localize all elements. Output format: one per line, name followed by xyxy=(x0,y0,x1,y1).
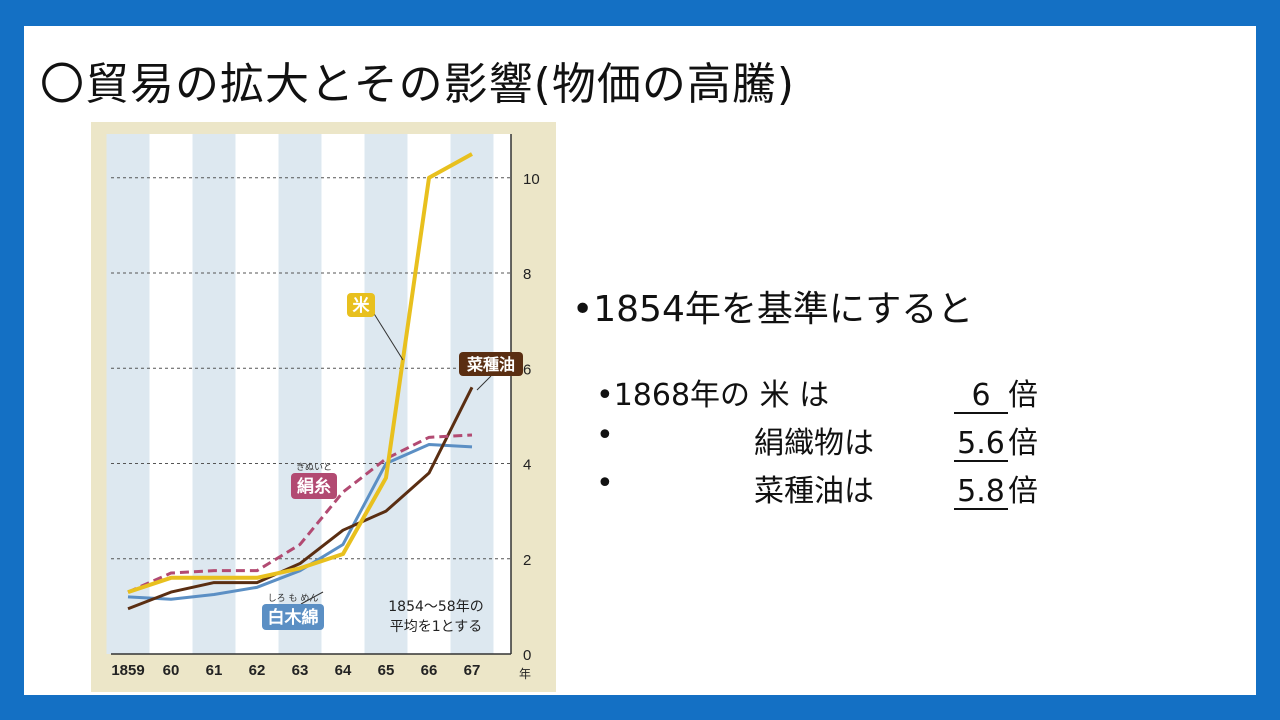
series-line-rice xyxy=(127,152,473,594)
series-label: 菜種油 xyxy=(466,355,515,374)
value-unit: 倍 xyxy=(1008,426,1038,461)
label-leader xyxy=(300,591,324,605)
plot-band xyxy=(364,134,408,654)
chart-note: 1854～58年の xyxy=(388,599,483,615)
series-line-oil xyxy=(127,386,474,611)
bullet-dot: • xyxy=(596,418,614,453)
plot-band xyxy=(450,134,494,654)
price-chart: 0 2 4 6 8 10 1859 60 61 62 63 64 65 66 67 年 米菜種油絹糸 きぬいと白木… xyxy=(91,122,556,692)
series-label-box xyxy=(262,604,324,630)
bullet-dot: • xyxy=(596,466,614,501)
row-value: 5.6 倍 xyxy=(954,418,1038,462)
slide-title: 〇貿易の拡大とその影響(物価の高騰) xyxy=(40,59,796,110)
series-ruby: きぬいと xyxy=(296,462,332,473)
x-tick-label: 63 xyxy=(292,662,309,679)
value-unit: 倍 xyxy=(1008,378,1038,413)
series-line-cotton xyxy=(127,442,473,601)
label-leader xyxy=(476,375,492,391)
series-line-silk xyxy=(127,433,473,594)
chart-note: 平均を1とする xyxy=(390,619,483,635)
series-label: 白木綿 xyxy=(268,607,319,628)
label-leader xyxy=(372,311,404,361)
x-tick-label: 61 xyxy=(206,662,223,679)
row-label: 菜種油は xyxy=(754,474,874,509)
list-item: • 絹織物は xyxy=(596,418,874,461)
y-tick-label: 4 xyxy=(523,457,531,474)
x-tick-label: 66 xyxy=(421,662,438,679)
x-tick-label: 67 xyxy=(464,662,481,679)
value-number: 5.8 xyxy=(954,476,1008,510)
y-tick-label: 0 xyxy=(523,647,531,664)
x-tick-label: 62 xyxy=(249,662,266,679)
y-tick-label: 10 xyxy=(523,171,540,188)
row-label: 絹織物は xyxy=(754,426,874,461)
series-label-box xyxy=(291,473,337,499)
y-tick-label: 8 xyxy=(523,266,531,283)
bullet-dot: • xyxy=(596,378,614,413)
y-tick-label: 6 xyxy=(523,361,531,378)
x-unit-label: 年 xyxy=(519,667,531,681)
x-tick-label: 60 xyxy=(163,662,180,679)
row-label: 1868年の 米 は xyxy=(613,378,830,413)
series-label-box xyxy=(347,293,375,317)
plot-band xyxy=(192,134,236,654)
x-tick-label: 65 xyxy=(378,662,395,679)
list-item: •1868年の 米 は xyxy=(596,370,830,413)
value-unit: 倍 xyxy=(1008,474,1038,509)
x-tick-label: 64 xyxy=(335,662,352,679)
plot-band xyxy=(106,134,150,654)
y-tick-label: 2 xyxy=(523,552,531,569)
row-value: 5.8 倍 xyxy=(954,466,1038,510)
x-tick-label: 1859 xyxy=(111,662,144,679)
series-label: 米 xyxy=(353,295,371,316)
value-number: 5.6 xyxy=(954,428,1008,462)
series-label-box xyxy=(459,352,523,376)
series-label: 絹糸 xyxy=(297,476,331,497)
slide: 〇貿易の拡大とその影響(物価の高騰) 0 2 4 6 8 10 1859 60 61 62 63 64… xyxy=(24,26,1256,695)
value-number: 6 xyxy=(954,380,1008,414)
series-ruby: しろ も めん xyxy=(268,593,319,604)
list-item: • 菜種油は xyxy=(596,466,874,509)
bullet-main: •1854年を基準にすると xyxy=(572,289,974,330)
